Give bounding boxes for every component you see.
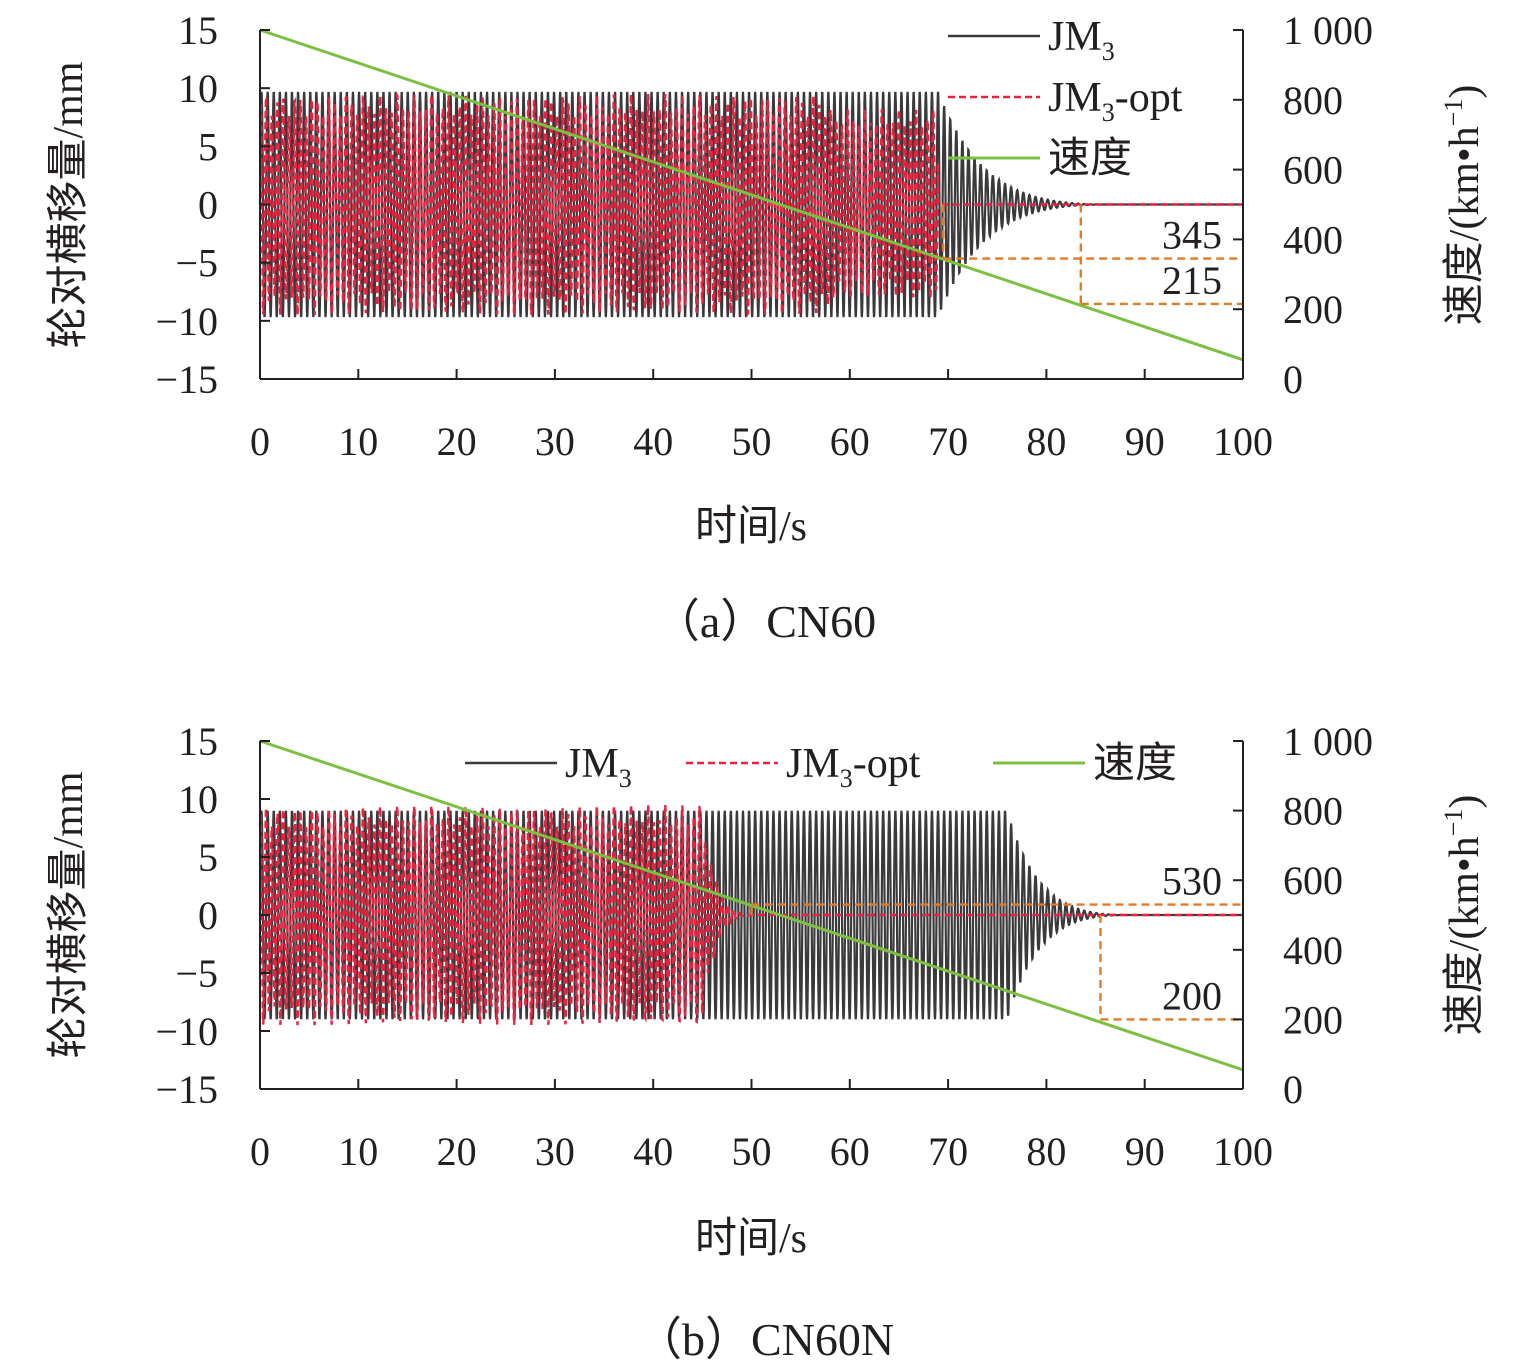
x-tick-label: 10 <box>338 419 378 464</box>
y2-axis-label-sup: −1 <box>1439 99 1468 127</box>
x-axis-label: 时间/s <box>695 1216 807 1262</box>
y2-tick-label: 0 <box>1283 1067 1303 1112</box>
y2-tick-label: 600 <box>1283 148 1343 193</box>
y-tick-label: 0 <box>198 183 218 228</box>
y2-tick-label: 800 <box>1283 78 1343 123</box>
y2-axis-label-prefix: 速度/(km•h <box>1442 126 1488 325</box>
y-tick-label: 10 <box>178 66 218 111</box>
x-tick-label: 30 <box>535 1129 575 1174</box>
annotation-label: 530 <box>1162 859 1222 904</box>
legend-jm3: JM3 <box>948 14 1115 66</box>
x-tick-label: 50 <box>732 419 772 464</box>
y2-axis-label-suffix: ) <box>1442 85 1488 99</box>
y2-axis-label: 速度/(km•h−1) <box>1439 795 1488 1036</box>
y-tick-label: −10 <box>155 299 218 344</box>
legend-jm3: JM3 <box>465 741 632 793</box>
x-tick-label: 100 <box>1213 419 1273 464</box>
y2-tick-label: 0 <box>1283 357 1303 402</box>
x-tick-label: 80 <box>1026 419 1066 464</box>
y2-axis-label: 速度/(km•h−1) <box>1439 85 1488 326</box>
y-tick-label: −15 <box>155 357 218 402</box>
x-axis-label: 时间/s <box>695 504 807 550</box>
legend-label: 速度 <box>1048 136 1132 182</box>
legend-jm3-opt: JM3-opt <box>948 75 1183 127</box>
annotation-label: 215 <box>1162 258 1222 303</box>
y2-tick-label: 800 <box>1283 789 1343 834</box>
legend-label: JM3-opt <box>1048 75 1183 127</box>
x-tick-label: 60 <box>830 419 870 464</box>
x-tick-label: 0 <box>250 1129 270 1174</box>
legend: JM3 JM3-opt 速度 <box>465 741 1177 793</box>
panel-caption: （b）CN60N <box>636 1314 894 1365</box>
x-tick-label: 90 <box>1125 419 1165 464</box>
x-tick-label: 20 <box>437 419 477 464</box>
x-tick-label: 90 <box>1125 1129 1165 1174</box>
y-tick-label: 5 <box>198 835 218 880</box>
annotation-label: 200 <box>1162 973 1222 1018</box>
legend-jm3-opt: JM3-opt <box>686 741 921 793</box>
y2-axis-label-prefix: 速度/(km•h <box>1442 836 1488 1035</box>
series-line-jm3-opt <box>258 91 1243 318</box>
y2-tick-label: 200 <box>1283 287 1343 332</box>
y2-tick-label: 200 <box>1283 997 1343 1042</box>
legend-label: JM3 <box>565 741 632 793</box>
y-tick-label: −15 <box>155 1067 218 1112</box>
y2-tick-label: 400 <box>1283 928 1343 973</box>
x-tick-label: 0 <box>250 419 270 464</box>
y2-axis-label-suffix: ) <box>1442 795 1488 809</box>
panel-caption: （a）CN60 <box>654 596 876 647</box>
y-tick-label: −5 <box>175 951 218 996</box>
series-layer <box>258 28 1244 362</box>
y-tick-label: 10 <box>178 777 218 822</box>
x-tick-label: 70 <box>928 419 968 464</box>
series-line-jm3 <box>258 810 1243 1020</box>
annotation-label: 345 <box>1162 213 1222 258</box>
legend-speed: 速度 <box>948 136 1132 182</box>
y2-tick-label: 1 000 <box>1283 8 1373 53</box>
legend-label: 速度 <box>1093 741 1177 787</box>
y2-axis-label-sup: −1 <box>1439 809 1468 837</box>
y-tick-label: 15 <box>178 719 218 764</box>
x-tick-label: 80 <box>1026 1129 1066 1174</box>
y-tick-label: 15 <box>178 8 218 53</box>
x-tick-label: 50 <box>732 1129 772 1174</box>
x-tick-label: 100 <box>1213 1129 1273 1174</box>
y-axis-label: 轮对横移量/mm <box>46 61 92 348</box>
x-tick-label: 60 <box>830 1129 870 1174</box>
y-tick-label: −5 <box>175 241 218 286</box>
x-tick-label: 40 <box>633 1129 673 1174</box>
x-tick-label: 20 <box>437 1129 477 1174</box>
legend-label: JM3 <box>1048 14 1115 66</box>
x-tick-label: 30 <box>535 419 575 464</box>
y2-tick-label: 1 000 <box>1283 719 1373 764</box>
legend-label: JM3-opt <box>786 741 921 793</box>
legend: JM3 JM3-opt 速度 <box>948 14 1183 182</box>
x-tick-label: 10 <box>338 1129 378 1174</box>
y2-tick-label: 400 <box>1283 217 1343 262</box>
y-tick-label: 5 <box>198 124 218 169</box>
x-tick-label: 70 <box>928 1129 968 1174</box>
legend-speed: 速度 <box>993 741 1177 787</box>
x-tick-label: 40 <box>633 419 673 464</box>
y-axis-label: 轮对横移量/mm <box>46 771 92 1058</box>
y-tick-label: 0 <box>198 893 218 938</box>
series-line-speed <box>259 28 1244 362</box>
annotation-layer: 530 200 <box>750 859 1243 1021</box>
y-tick-label: −10 <box>155 1009 218 1054</box>
y2-tick-label: 600 <box>1283 858 1343 903</box>
